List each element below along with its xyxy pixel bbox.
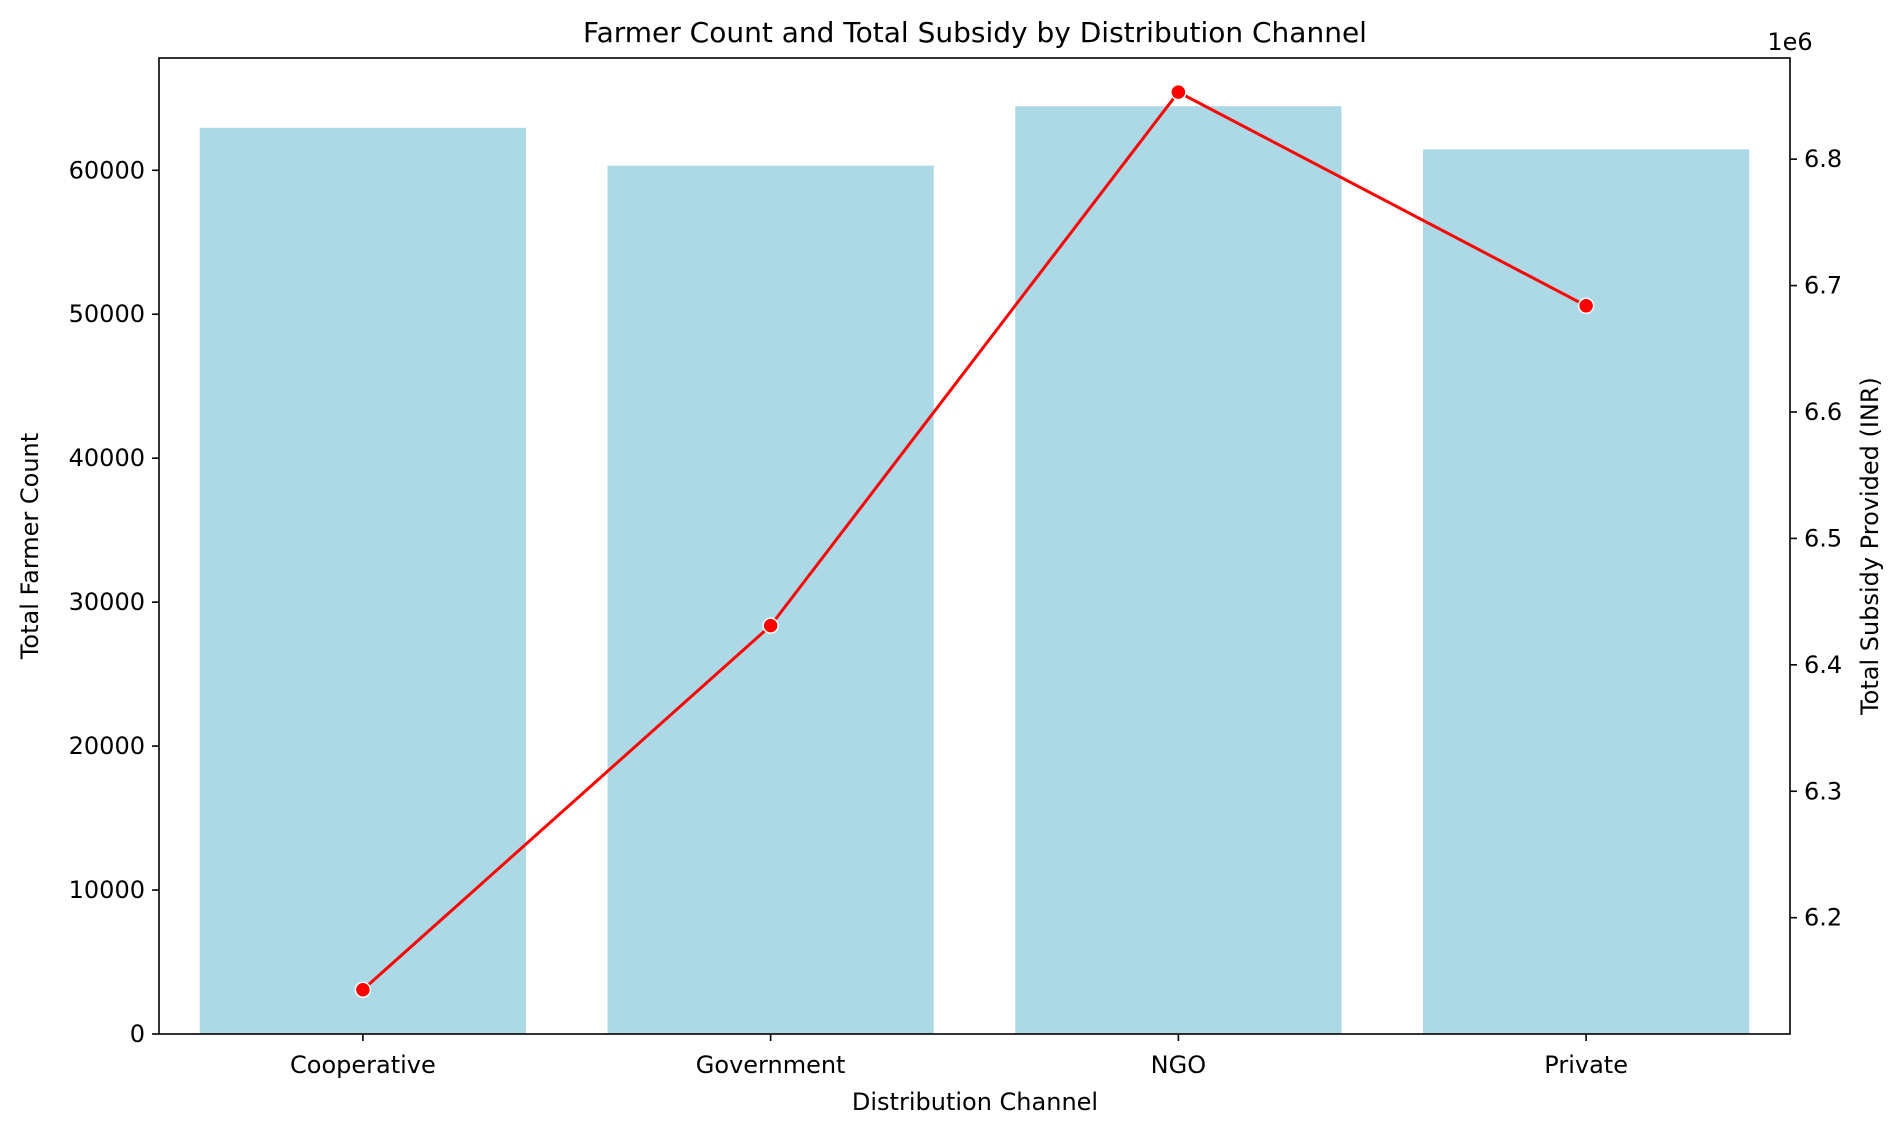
right-axis-offset: 1e6 <box>1767 28 1812 56</box>
left-tick-label: 60000 <box>69 156 145 184</box>
subsidy-point-government <box>762 617 779 634</box>
plot-frame <box>158 57 1791 1035</box>
left-tick-label: 40000 <box>69 444 145 472</box>
x-tick-label: Cooperative <box>290 1051 436 1079</box>
x-tick-label: NGO <box>1151 1051 1206 1079</box>
subsidy-point-ngo <box>1170 83 1187 101</box>
subsidy-point-private <box>1577 297 1595 315</box>
right-tick-label: 6.2 <box>1804 904 1842 932</box>
x-axis: Cooperative Government NGO Private <box>290 1034 1628 1079</box>
left-tick-label: 50000 <box>69 300 145 328</box>
right-tick-label: 6.4 <box>1804 651 1842 679</box>
subsidy-line <box>361 90 1587 991</box>
left-tick-label: 0 <box>130 1020 145 1048</box>
right-axis: 6.2 6.3 6.4 6.5 6.6 6.7 6.8 <box>1790 145 1842 932</box>
bar-cooperative <box>199 127 526 1034</box>
right-tick-label: 6.5 <box>1804 524 1842 552</box>
left-tick-label: 20000 <box>69 732 145 760</box>
right-tick-label: 6.7 <box>1804 272 1842 300</box>
left-axis: 0 10000 20000 30000 40000 50000 60000 <box>69 156 159 1048</box>
left-tick-label: 30000 <box>69 588 145 616</box>
x-tick-label: Private <box>1544 1051 1628 1079</box>
bar-private <box>1423 149 1750 1034</box>
x-axis-label: Distribution Channel <box>852 1088 1098 1116</box>
bar-government <box>607 165 934 1034</box>
y-axis-label-left: Total Farmer Count <box>16 433 44 660</box>
left-tick-label: 10000 <box>69 876 145 904</box>
subsidy-point-cooperative <box>354 981 372 999</box>
line-layer <box>354 83 1595 999</box>
x-tick-label: Government <box>696 1051 846 1079</box>
bar-ngo <box>1015 106 1342 1035</box>
right-tick-label: 6.8 <box>1804 145 1842 173</box>
right-tick-label: 6.6 <box>1804 398 1842 426</box>
chart-title: Farmer Count and Total Subsidy by Distri… <box>583 16 1367 49</box>
right-tick-label: 6.3 <box>1804 777 1842 805</box>
y-axis-label-right: Total Subsidy Provided (INR) <box>1856 377 1884 716</box>
bars-layer <box>199 106 1750 1035</box>
